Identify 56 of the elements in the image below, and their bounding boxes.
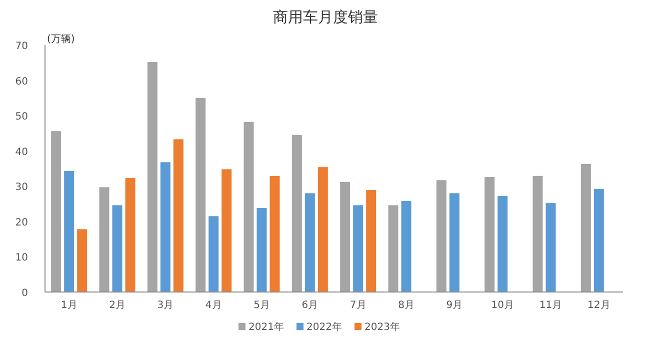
bar — [580, 164, 591, 292]
bar — [449, 193, 460, 292]
x-tick-label: 1月 — [60, 300, 78, 311]
legend-label: 2023年 — [364, 321, 400, 333]
bar — [401, 200, 412, 292]
bar — [64, 170, 74, 292]
y-tick-label: 60 — [15, 76, 28, 88]
x-tick-label: 12月 — [588, 300, 610, 311]
y-tick-label: 0 — [22, 288, 28, 299]
bar — [532, 176, 543, 292]
legend-label: 2022年 — [306, 321, 342, 333]
x-tick-label: 7月 — [350, 300, 366, 311]
bar — [546, 203, 556, 292]
bar — [51, 131, 62, 292]
bar — [304, 193, 315, 292]
bar — [196, 98, 206, 292]
bar — [77, 229, 88, 292]
bar — [353, 205, 364, 292]
bar — [208, 216, 219, 292]
y-axis-title: (万辆) — [47, 33, 75, 45]
bar — [498, 196, 508, 292]
x-tick-label: 10月 — [491, 300, 514, 311]
bar — [125, 178, 136, 292]
y-tick-label: 70 — [15, 41, 28, 52]
x-tick-label: 3月 — [157, 300, 174, 311]
bar — [340, 182, 350, 292]
y-tick-label: 10 — [15, 252, 28, 264]
x-tick-label: 11月 — [539, 300, 562, 311]
bar — [256, 208, 267, 292]
bar — [388, 205, 398, 292]
bar — [147, 62, 158, 292]
bar — [292, 134, 302, 292]
x-tick-label: 9月 — [446, 300, 463, 311]
bar — [244, 122, 254, 292]
x-tick-label: 8月 — [398, 300, 414, 311]
x-tick-label: 5月 — [254, 300, 270, 311]
x-tick-label: 4月 — [205, 300, 222, 311]
chart-title: 商用车月度销量 — [273, 8, 378, 26]
bar — [112, 205, 122, 292]
x-tick-label: 2月 — [109, 300, 126, 311]
bar — [594, 188, 604, 292]
legend-label: 2021年 — [248, 321, 284, 333]
bar — [160, 162, 170, 292]
y-tick-label: 30 — [15, 182, 28, 194]
y-tick-label: 20 — [15, 217, 28, 228]
bar — [173, 139, 184, 292]
bar — [318, 167, 328, 292]
bar — [99, 187, 110, 292]
bar — [222, 169, 232, 292]
y-tick-label: 40 — [15, 146, 28, 158]
bar — [366, 190, 376, 292]
x-tick-label: 6月 — [302, 300, 318, 311]
bar — [436, 180, 446, 292]
bar — [484, 176, 495, 292]
y-tick-label: 50 — [15, 112, 28, 123]
bar — [270, 176, 280, 292]
